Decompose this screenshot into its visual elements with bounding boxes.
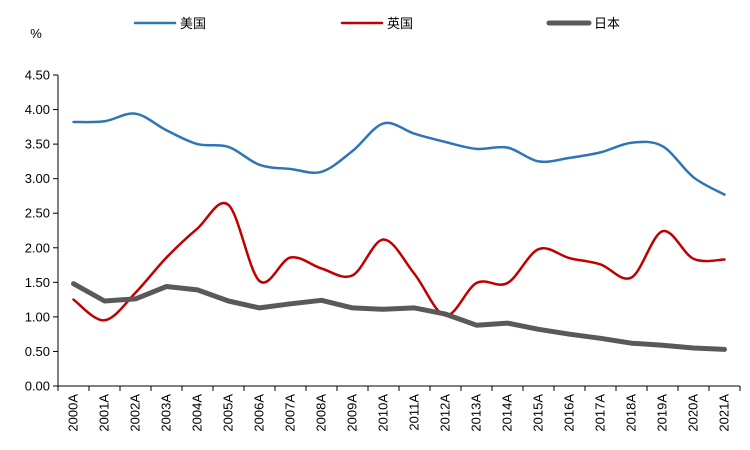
x-tick-label: 2004A bbox=[190, 394, 205, 432]
x-tick-label: 2009A bbox=[345, 394, 360, 432]
y-tick-label: 1.50 bbox=[25, 275, 50, 290]
legend: 美国 英国 日本 bbox=[133, 17, 620, 32]
x-tick-label: 2010A bbox=[376, 394, 391, 432]
series-lines bbox=[71, 112, 727, 352]
y-tick-label: 2.00 bbox=[25, 240, 50, 255]
x-tick-label: 2011A bbox=[407, 394, 422, 431]
y-tick-label: 3.50 bbox=[25, 137, 50, 152]
x-tick-label: 2002A bbox=[128, 394, 143, 432]
y-tick-label: 3.00 bbox=[25, 171, 50, 186]
series-line-us bbox=[72, 112, 726, 196]
x-tick-label: 2005A bbox=[221, 394, 236, 432]
y-tick-label: 2.50 bbox=[25, 206, 50, 221]
x-tick-label: 2000A bbox=[66, 394, 81, 432]
y-tick-label: 4.00 bbox=[25, 102, 50, 117]
y-tick-label: 1.00 bbox=[25, 309, 50, 324]
legend-label: 英国 bbox=[387, 17, 413, 32]
y-tick-label: 4.50 bbox=[25, 68, 50, 83]
x-tick-label: 2006A bbox=[252, 394, 267, 432]
x-tick-label: 2017A bbox=[593, 394, 608, 432]
x-tick-label: 2019A bbox=[655, 394, 670, 432]
legend-item-japan: 日本 bbox=[546, 17, 620, 32]
y-tick-label: 0.00 bbox=[25, 379, 50, 394]
legend-label: 日本 bbox=[594, 17, 620, 32]
y-axis: 0.00 0.50 1.00 1.50 2.00 2.50 3.00 3.50 4.00 4.50 bbox=[25, 68, 59, 394]
x-tick-label: 2003A bbox=[159, 394, 174, 432]
x-tick-label: 2001A bbox=[97, 394, 112, 432]
y-tick-label: 0.50 bbox=[25, 344, 50, 359]
y-axis-unit-label: % bbox=[30, 26, 42, 41]
x-axis: 2000A 2001A 2002A 2003A 2004A 2005A 2006A 2007A… bbox=[57, 385, 741, 432]
x-tick-label: 2015A bbox=[531, 394, 546, 432]
x-tick-label: 2018A bbox=[624, 394, 639, 432]
series-line-japan bbox=[71, 281, 727, 352]
x-tick-label: 2021A bbox=[717, 394, 732, 432]
x-tick-label: 2008A bbox=[314, 394, 329, 432]
legend-item-uk: 英国 bbox=[340, 17, 413, 32]
x-tick-label: 2014A bbox=[500, 394, 515, 432]
x-tick-label: 2013A bbox=[469, 394, 484, 432]
legend-item-us: 美国 bbox=[133, 17, 206, 32]
series-line-uk bbox=[72, 201, 726, 322]
legend-label: 美国 bbox=[180, 17, 206, 32]
x-tick-label: 2007A bbox=[283, 394, 298, 432]
x-tick-label: 2016A bbox=[562, 394, 577, 432]
x-tick-label: 2012A bbox=[438, 394, 453, 432]
x-tick-label: 2020A bbox=[686, 394, 701, 432]
